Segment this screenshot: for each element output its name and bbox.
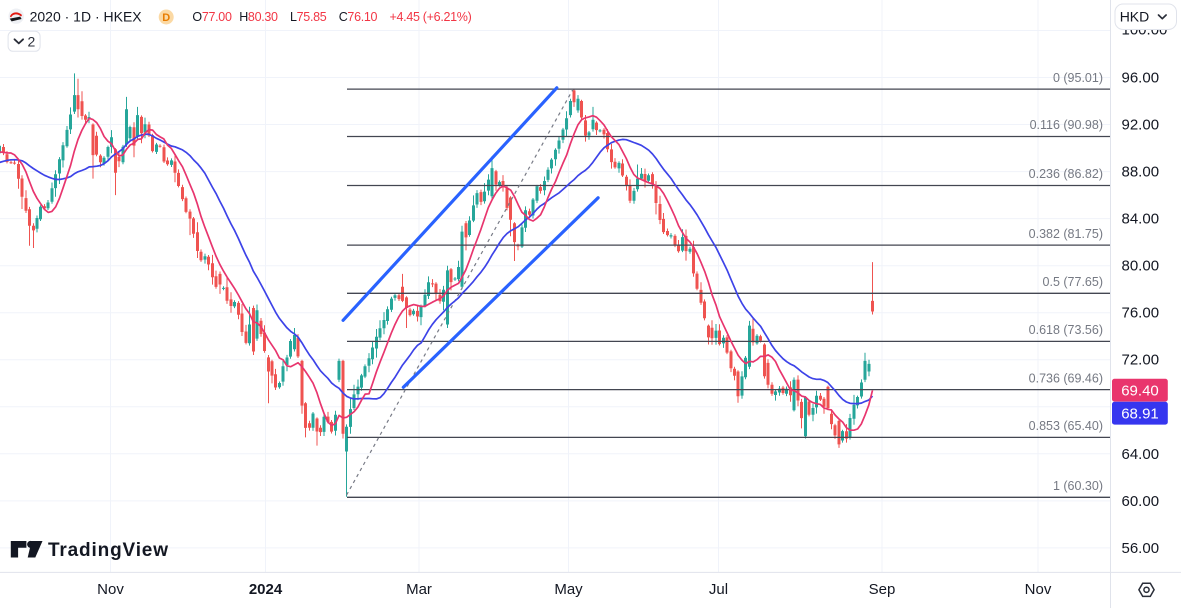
svg-text:HKD: HKD: [1120, 9, 1150, 25]
svg-text:Jul: Jul: [709, 581, 728, 598]
svg-text:0.618 (73.56): 0.618 (73.56): [1029, 323, 1103, 337]
svg-text:56.00: 56.00: [1122, 540, 1160, 557]
svg-text:2020 · 1D · HKEX: 2020 · 1D · HKEX: [30, 8, 143, 24]
svg-text:TradingView: TradingView: [48, 540, 168, 561]
svg-text:76.00: 76.00: [1122, 305, 1160, 322]
svg-text:2: 2: [28, 33, 36, 49]
svg-text:72.00: 72.00: [1122, 352, 1160, 369]
svg-text:0.116 (90.98): 0.116 (90.98): [1030, 118, 1103, 132]
svg-text:Nov: Nov: [1025, 581, 1052, 598]
svg-text:C76.10: C76.10: [339, 10, 378, 24]
svg-text:80.00: 80.00: [1122, 258, 1160, 275]
svg-text:0.5 (77.65): 0.5 (77.65): [1043, 275, 1103, 289]
svg-text:92.00: 92.00: [1122, 117, 1160, 134]
svg-text:Mar: Mar: [406, 581, 432, 598]
svg-text:88.00: 88.00: [1122, 164, 1160, 181]
svg-text:Sep: Sep: [869, 581, 896, 598]
svg-text:0.236 (86.82): 0.236 (86.82): [1029, 167, 1103, 181]
svg-text:+4.45 (+6.21%): +4.45 (+6.21%): [390, 10, 472, 24]
svg-text:1 (60.30): 1 (60.30): [1053, 479, 1103, 493]
svg-text:May: May: [554, 581, 583, 598]
svg-text:0.736 (69.46): 0.736 (69.46): [1029, 371, 1103, 385]
svg-text:2024: 2024: [249, 581, 283, 598]
svg-text:0 (95.01): 0 (95.01): [1053, 71, 1103, 85]
svg-text:L75.85: L75.85: [290, 10, 327, 24]
svg-text:O77.00: O77.00: [192, 10, 232, 24]
svg-text:H80.30: H80.30: [239, 10, 278, 24]
svg-text:68.91: 68.91: [1121, 406, 1159, 423]
svg-text:60.00: 60.00: [1122, 493, 1160, 510]
svg-text:Nov: Nov: [97, 581, 124, 598]
svg-text:96.00: 96.00: [1122, 70, 1160, 87]
svg-text:0.382 (81.75): 0.382 (81.75): [1029, 227, 1103, 241]
svg-text:0.853 (65.40): 0.853 (65.40): [1029, 419, 1103, 433]
svg-text:84.00: 84.00: [1122, 211, 1160, 228]
svg-text:64.00: 64.00: [1122, 446, 1160, 463]
svg-text:69.40: 69.40: [1121, 383, 1159, 400]
svg-text:D: D: [162, 12, 170, 24]
